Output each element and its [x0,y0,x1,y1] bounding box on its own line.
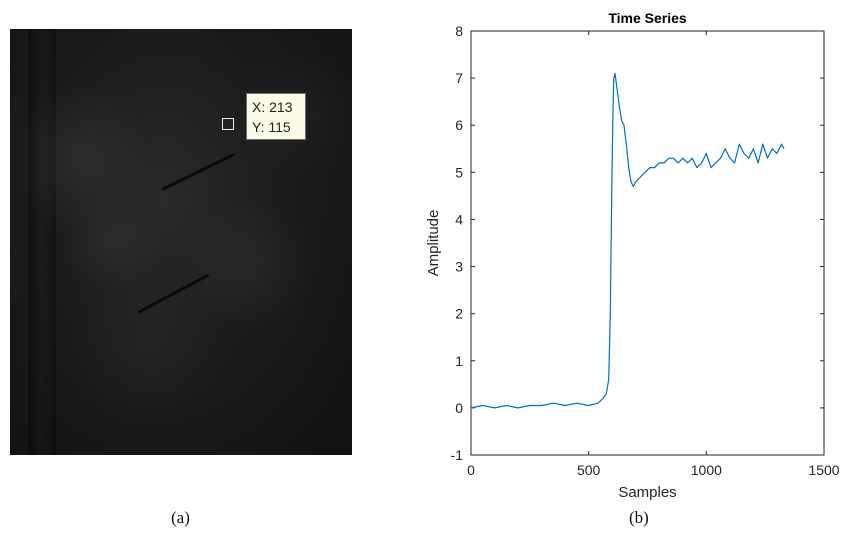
caption-a: (a) [171,508,190,527]
y-tick-label: 1 [455,353,463,369]
y-tick-label: 3 [455,259,463,275]
datatip-y: Y: 115 [252,119,291,135]
series-line-0 [470,72,785,409]
caption-b: (b) [629,508,649,527]
datatip-x: X: 213 [252,99,293,115]
plot-area [470,30,825,456]
chart-title: Time Series [608,10,687,26]
y-tick-label: 5 [455,164,463,180]
x-tick-label: 0 [467,462,475,478]
x-tick-label: 1000 [691,462,722,478]
y-tick-label: 7 [455,70,463,86]
y-axis-label: Amplitude [425,210,442,277]
y-tick-label: 2 [455,306,463,322]
y-tick-label: 0 [455,400,463,416]
y-tick-label: 4 [455,211,463,227]
y-tick-label: -1 [451,447,464,463]
x-tick-label: 1500 [808,462,839,478]
datatip: X: 213 Y: 115 [246,93,306,140]
image-edge-stripe [28,29,56,455]
datatip-marker[interactable] [222,118,234,130]
y-tick-label: 6 [455,117,463,133]
x-axis-label: Samples [618,484,676,501]
x-tick-label: 500 [577,462,601,478]
y-tick-label: 8 [455,23,463,39]
